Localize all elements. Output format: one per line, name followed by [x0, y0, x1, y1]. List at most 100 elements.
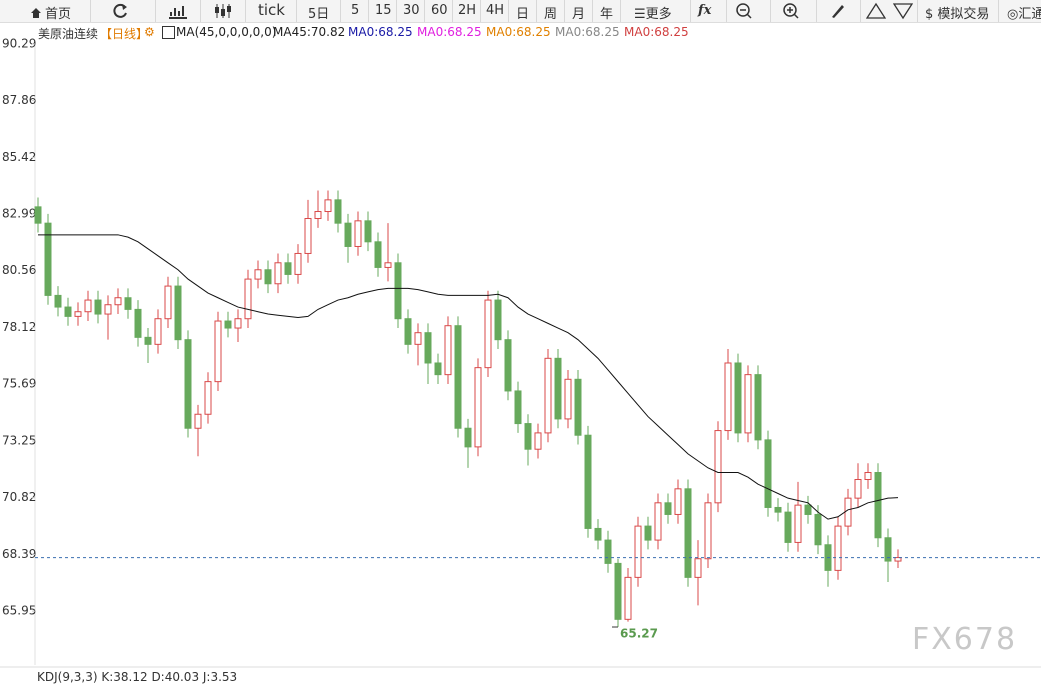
- candle-body: [434, 362, 442, 376]
- refresh-button[interactable]: [112, 2, 130, 20]
- indicator-icon[interactable]: [162, 26, 175, 39]
- candle-body: [214, 320, 222, 383]
- candle-body: [744, 374, 752, 434]
- candle-body: [424, 332, 432, 364]
- draw-button[interactable]: [829, 2, 847, 20]
- period-button[interactable]: 月: [572, 7, 586, 22]
- candle-body: [464, 427, 472, 448]
- candle-body: [674, 488, 682, 515]
- period-button[interactable]: 5日: [308, 7, 330, 22]
- y-tick-label: 87.86: [2, 93, 36, 107]
- candle-body: [134, 308, 142, 338]
- candle-body: [34, 206, 42, 224]
- legend: 美原油连续 【日线】 ⚙ MA(45,0,0,0,0,0) MA45:70.82…: [0, 25, 1041, 41]
- min-label: 65.27: [620, 627, 658, 641]
- period-button[interactable]: 2H: [458, 3, 477, 18]
- ma-value: MA0:68.25: [348, 25, 413, 39]
- candle-body: [694, 558, 702, 578]
- formula-button[interactable]: fx: [698, 3, 712, 18]
- y-tick-label: 90.29: [2, 36, 36, 50]
- candle-body: [324, 199, 332, 213]
- candle-body: [244, 278, 252, 320]
- candle-body: [524, 423, 532, 450]
- candle-body: [384, 262, 392, 268]
- up-button[interactable]: [866, 2, 886, 20]
- ma-value: MA0:68.25: [417, 25, 482, 39]
- candle-body: [734, 362, 742, 434]
- candle-body: [534, 432, 542, 450]
- y-tick-label: 85.42: [2, 150, 36, 164]
- period-button[interactable]: 15: [375, 3, 392, 18]
- candle-body: [204, 381, 212, 415]
- sim-trade-button[interactable]: $ 模拟交易: [925, 7, 990, 22]
- candle-body: [574, 378, 582, 436]
- candle-body: [474, 367, 482, 448]
- zoom-in-button[interactable]: [782, 2, 800, 20]
- candle-body: [854, 479, 862, 499]
- candle-body: [264, 269, 272, 285]
- candle-body: [364, 220, 372, 243]
- candle-body: [654, 502, 662, 541]
- instrument: 美原油连续: [38, 27, 99, 41]
- candle-body: [84, 299, 92, 313]
- y-tick-label: 82.99: [2, 207, 36, 221]
- candle-body: [144, 336, 152, 345]
- candle-body: [374, 241, 382, 268]
- period-button[interactable]: 60: [431, 3, 448, 18]
- more-button[interactable]: ☰更多: [634, 7, 672, 22]
- period-button[interactable]: 4H: [486, 3, 505, 18]
- period-button[interactable]: 5: [351, 3, 360, 18]
- period-button[interactable]: 30: [403, 3, 420, 18]
- ma-value: MA0:68.25: [624, 25, 689, 39]
- candle-body: [684, 488, 692, 578]
- candle-button[interactable]: [213, 3, 233, 19]
- home-button[interactable]: 首页: [30, 3, 71, 22]
- label: 更多: [645, 7, 672, 22]
- candle-body: [764, 439, 772, 508]
- period-button[interactable]: 日: [516, 7, 530, 22]
- ma-value: MA45:70.82: [273, 25, 346, 39]
- candle-body: [834, 525, 842, 571]
- down-button[interactable]: [893, 2, 913, 20]
- period-button[interactable]: 周: [544, 7, 558, 22]
- settings-icon[interactable]: ⚙: [144, 25, 155, 39]
- candle-body: [284, 262, 292, 275]
- candle-body: [394, 262, 402, 320]
- toolbar: 首页 tick 5日 5 15 30 60 2H 4H 日 周 月 年 ☰更多 …: [0, 0, 1041, 23]
- y-tick-label: 78.12: [2, 320, 36, 334]
- label: 模拟交易: [937, 7, 990, 22]
- candle-body: [334, 199, 342, 224]
- candle-body: [874, 472, 882, 539]
- candle-body: [444, 325, 452, 376]
- candle-body: [114, 297, 122, 306]
- candle-body: [274, 262, 282, 285]
- candle-body: [514, 390, 522, 425]
- candle-body: [484, 299, 492, 369]
- candle-body: [504, 339, 512, 392]
- y-tick-label: 70.82: [2, 490, 36, 504]
- candle-body: [414, 332, 422, 345]
- candle-body: [704, 502, 712, 560]
- candle-body: [494, 299, 502, 341]
- candle-body: [94, 299, 102, 315]
- huitong-button[interactable]: ◎汇通: [1007, 3, 1041, 22]
- candle-body: [724, 362, 732, 432]
- label: 首页: [45, 7, 72, 22]
- zoom-out-button[interactable]: [735, 2, 753, 20]
- y-tick-label: 73.25: [2, 434, 36, 448]
- candle-body: [64, 306, 72, 317]
- chart-type-button[interactable]: [168, 3, 188, 19]
- candle-body: [884, 537, 892, 562]
- candle-body: [794, 504, 802, 543]
- period-button[interactable]: 年: [600, 7, 614, 22]
- candle-body: [254, 269, 262, 280]
- period-button[interactable]: tick: [258, 1, 285, 19]
- indicator: MA(45,0,0,0,0,0): [176, 25, 277, 39]
- candle-body: [864, 472, 872, 481]
- candle-body: [44, 222, 52, 296]
- candle-body: [844, 497, 852, 527]
- candle-body: [634, 525, 642, 578]
- candle-body: [784, 511, 792, 543]
